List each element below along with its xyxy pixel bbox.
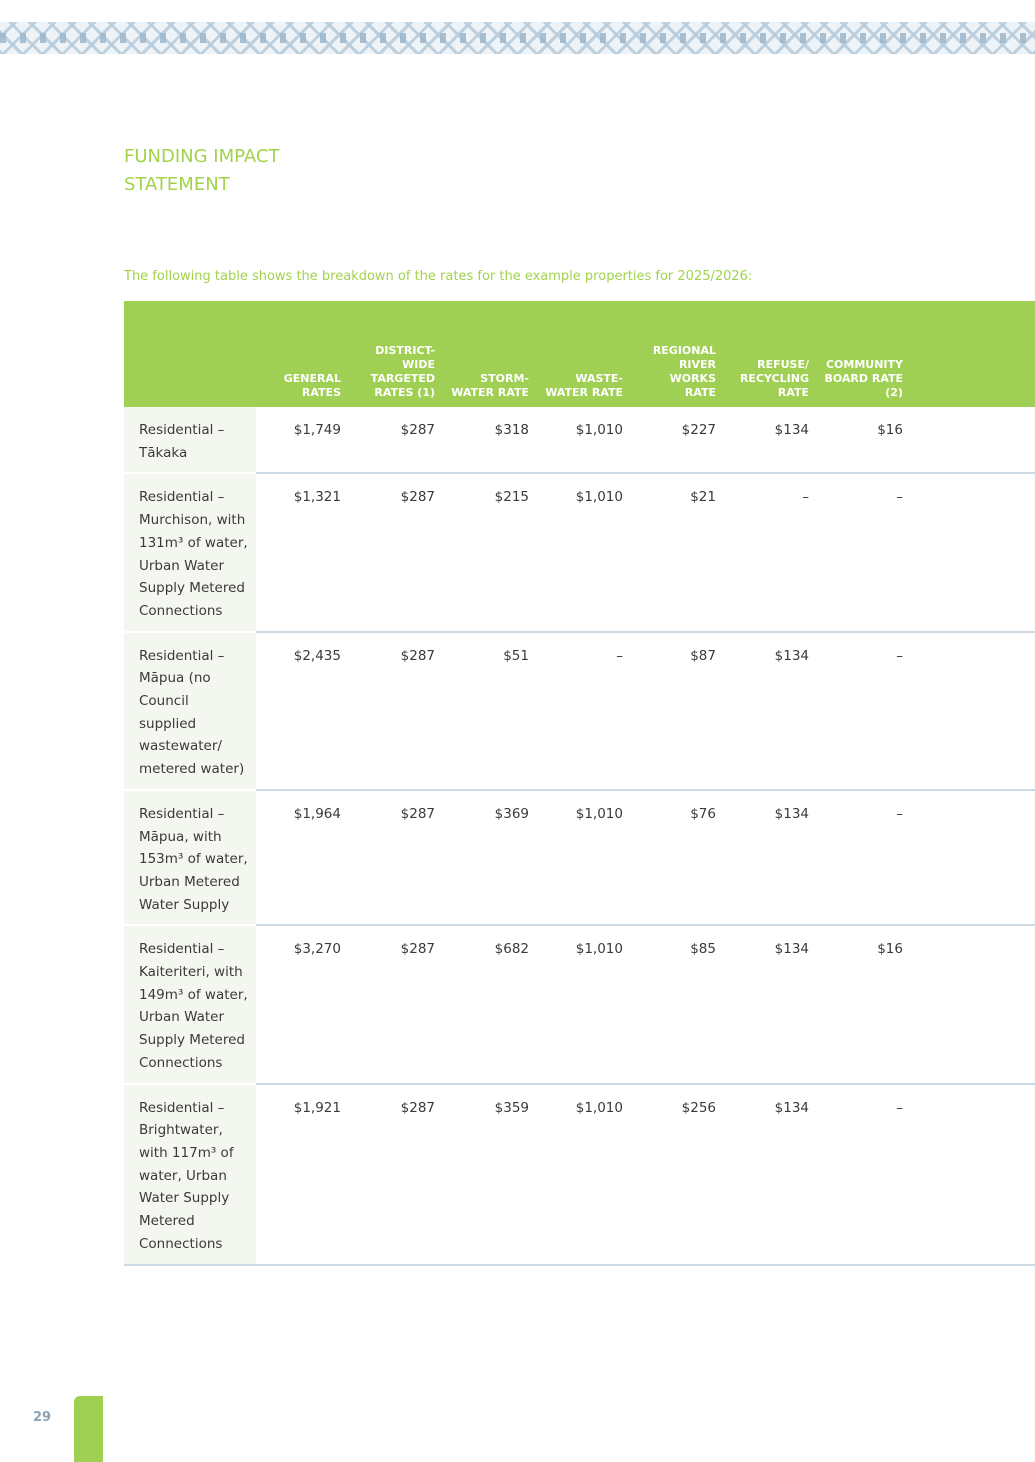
intro-text: The following table shows the breakdown …	[124, 269, 753, 284]
rate-value-cell: $3,270	[256, 925, 353, 1085]
row-spacer	[915, 789, 1035, 927]
rate-value-cell: $256	[635, 1083, 728, 1266]
rate-value-cell: $134	[728, 925, 821, 1085]
decorative-pattern-band	[0, 22, 1035, 54]
row-spacer	[915, 1083, 1035, 1266]
rate-value-cell: $1,010	[541, 1083, 635, 1266]
rate-value-cell: $134	[728, 1083, 821, 1266]
rate-value-cell: $287	[353, 407, 447, 475]
column-header-general-rates: GENERAL RATES	[256, 301, 353, 407]
table-row: Residential – Māpua, with 153m³ of water…	[124, 789, 1035, 927]
rate-value-cell: $16	[821, 925, 915, 1085]
rate-value-cell: $21	[635, 473, 728, 633]
column-header-community-board-rate: COMMUNITY BOARD RATE (2)	[821, 301, 915, 407]
rate-value-cell: $318	[447, 407, 541, 475]
rate-value-cell: $682	[447, 925, 541, 1085]
column-header-stormwater-rate: STORM-WATER RATE	[447, 301, 541, 407]
property-cell: Residential – Māpua, with 153m³ of water…	[124, 789, 256, 927]
table-header-row: GENERAL RATES DISTRICT-WIDE TARGETED RAT…	[124, 301, 1035, 407]
property-cell: Residential – Māpua (no Council supplied…	[124, 631, 256, 791]
rate-value-cell: $287	[353, 789, 447, 927]
page-number: 29	[33, 1410, 52, 1425]
page-title: FUNDING IMPACT STATEMENT	[124, 143, 424, 199]
rate-value-cell: $287	[353, 925, 447, 1085]
rate-value-cell: $134	[728, 407, 821, 475]
rate-value-cell: $1,321	[256, 473, 353, 633]
page-title-line-2: STATEMENT	[124, 174, 230, 195]
header-spacer	[915, 301, 1035, 407]
table-row: Residential – Brightwater, with 117m³ of…	[124, 1083, 1035, 1266]
rate-value-cell: –	[821, 1083, 915, 1266]
row-spacer	[915, 473, 1035, 633]
rate-value-cell: $16	[821, 407, 915, 475]
rate-value-cell: $1,010	[541, 407, 635, 475]
property-cell: Residential – Kaiteriteri, with 149m³ of…	[124, 925, 256, 1085]
table-row: Residential – Māpua (no Council supplied…	[124, 631, 1035, 791]
rate-value-cell: –	[821, 631, 915, 791]
rate-value-cell: $227	[635, 407, 728, 475]
column-header-wastewater-rate: WASTE-WATER RATE	[541, 301, 635, 407]
rate-value-cell: $1,010	[541, 925, 635, 1085]
rate-value-cell: $287	[353, 1083, 447, 1266]
rate-value-cell: $1,010	[541, 473, 635, 633]
table-row: Residential – Tākaka $1,749 $287 $318 $1,010…	[124, 407, 1035, 475]
rates-breakdown-table: GENERAL RATES DISTRICT-WIDE TARGETED RAT…	[124, 301, 1035, 1266]
column-header-regional-river-works-rate: REGIONAL RIVER WORKS RATE	[635, 301, 728, 407]
table-row: Residential – Murchison, with 131m³ of w…	[124, 473, 1035, 633]
rate-value-cell: –	[821, 789, 915, 927]
rate-value-cell: $1,964	[256, 789, 353, 927]
rate-value-cell: $1,010	[541, 789, 635, 927]
property-cell: Residential – Brightwater, with 117m³ of…	[124, 1083, 256, 1266]
page-tab-marker	[74, 1396, 103, 1462]
rate-value-cell: $287	[353, 473, 447, 633]
rate-value-cell: $134	[728, 789, 821, 927]
row-spacer	[915, 631, 1035, 791]
rate-value-cell: $359	[447, 1083, 541, 1266]
row-spacer	[915, 925, 1035, 1085]
property-cell: Residential – Murchison, with 131m³ of w…	[124, 473, 256, 633]
rate-value-cell: $215	[447, 473, 541, 633]
rate-value-cell: –	[728, 473, 821, 633]
rate-value-cell: $1,749	[256, 407, 353, 475]
property-cell: Residential – Tākaka	[124, 407, 256, 475]
column-header-property	[124, 301, 256, 407]
column-header-refuse-recycling-rate: REFUSE/ RECYCLING RATE	[728, 301, 821, 407]
rate-value-cell: $134	[728, 631, 821, 791]
table-row: Residential – Kaiteriteri, with 149m³ of…	[124, 925, 1035, 1085]
column-header-district-wide-targeted-rates: DISTRICT-WIDE TARGETED RATES (1)	[353, 301, 447, 407]
rate-value-cell: –	[541, 631, 635, 791]
rate-value-cell: –	[821, 473, 915, 633]
row-spacer	[915, 407, 1035, 475]
rate-value-cell: $369	[447, 789, 541, 927]
rate-value-cell: $76	[635, 789, 728, 927]
rate-value-cell: $87	[635, 631, 728, 791]
rate-value-cell: $51	[447, 631, 541, 791]
page-title-line-1: FUNDING IMPACT	[124, 146, 280, 167]
rate-value-cell: $1,921	[256, 1083, 353, 1266]
rate-value-cell: $287	[353, 631, 447, 791]
rate-value-cell: $2,435	[256, 631, 353, 791]
rate-value-cell: $85	[635, 925, 728, 1085]
